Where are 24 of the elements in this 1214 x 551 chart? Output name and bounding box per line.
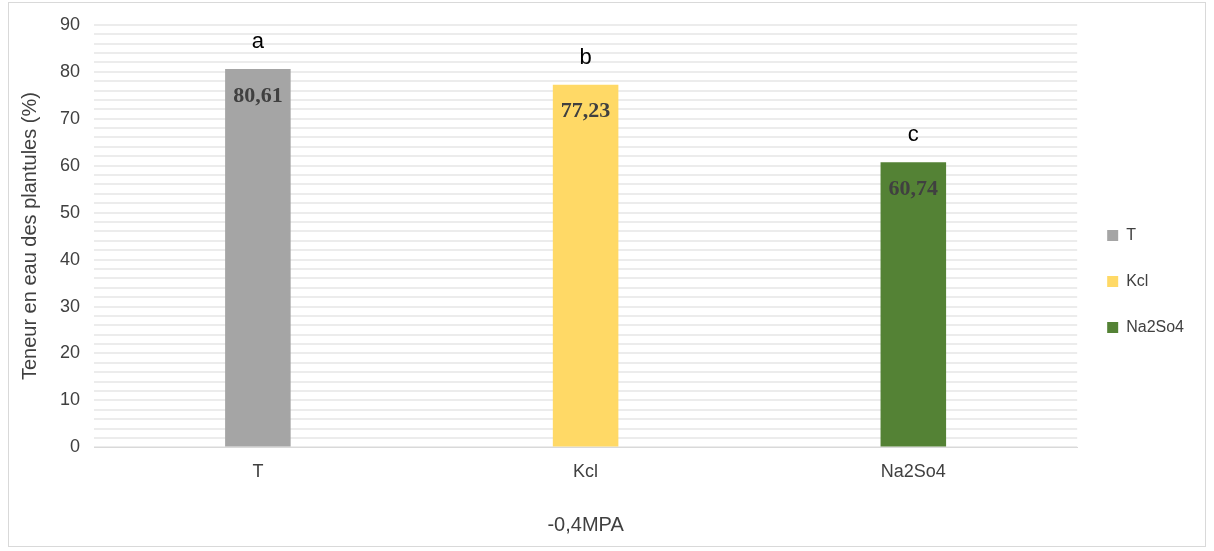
x-tick-label: T — [252, 461, 264, 482]
y-tick-label: 10 — [59, 389, 81, 410]
x-tick-label: Na2So4 — [880, 461, 946, 482]
y-tick-label: 80 — [59, 60, 81, 81]
y-tick-label: 60 — [59, 154, 81, 175]
y-tick-label: 0 — [70, 436, 81, 457]
y-tick-label: 40 — [59, 248, 81, 269]
annotation: c — [907, 121, 919, 147]
y-tick-label: 90 — [59, 13, 81, 34]
data-label: 80,61 — [233, 81, 283, 107]
legend-label: Kcl — [1126, 271, 1149, 289]
y-tick-label: 50 — [59, 201, 81, 222]
annotation: b — [579, 43, 592, 69]
y-tick-label: 20 — [59, 342, 81, 363]
y-tick-label: 70 — [59, 107, 81, 128]
annotation: a — [251, 27, 265, 53]
y-axis-title: Teneur en eau des plantules (%) — [17, 92, 40, 381]
legend-label: T — [1126, 225, 1137, 243]
x-tick-label: Kcl — [573, 461, 599, 482]
legend-label: Na2So4 — [1126, 317, 1185, 335]
data-label: 60,74 — [888, 174, 939, 200]
data-label: 77,23 — [560, 97, 611, 123]
x-axis-title: -0,4MPA — [547, 512, 625, 535]
y-tick-label: 30 — [59, 295, 81, 316]
